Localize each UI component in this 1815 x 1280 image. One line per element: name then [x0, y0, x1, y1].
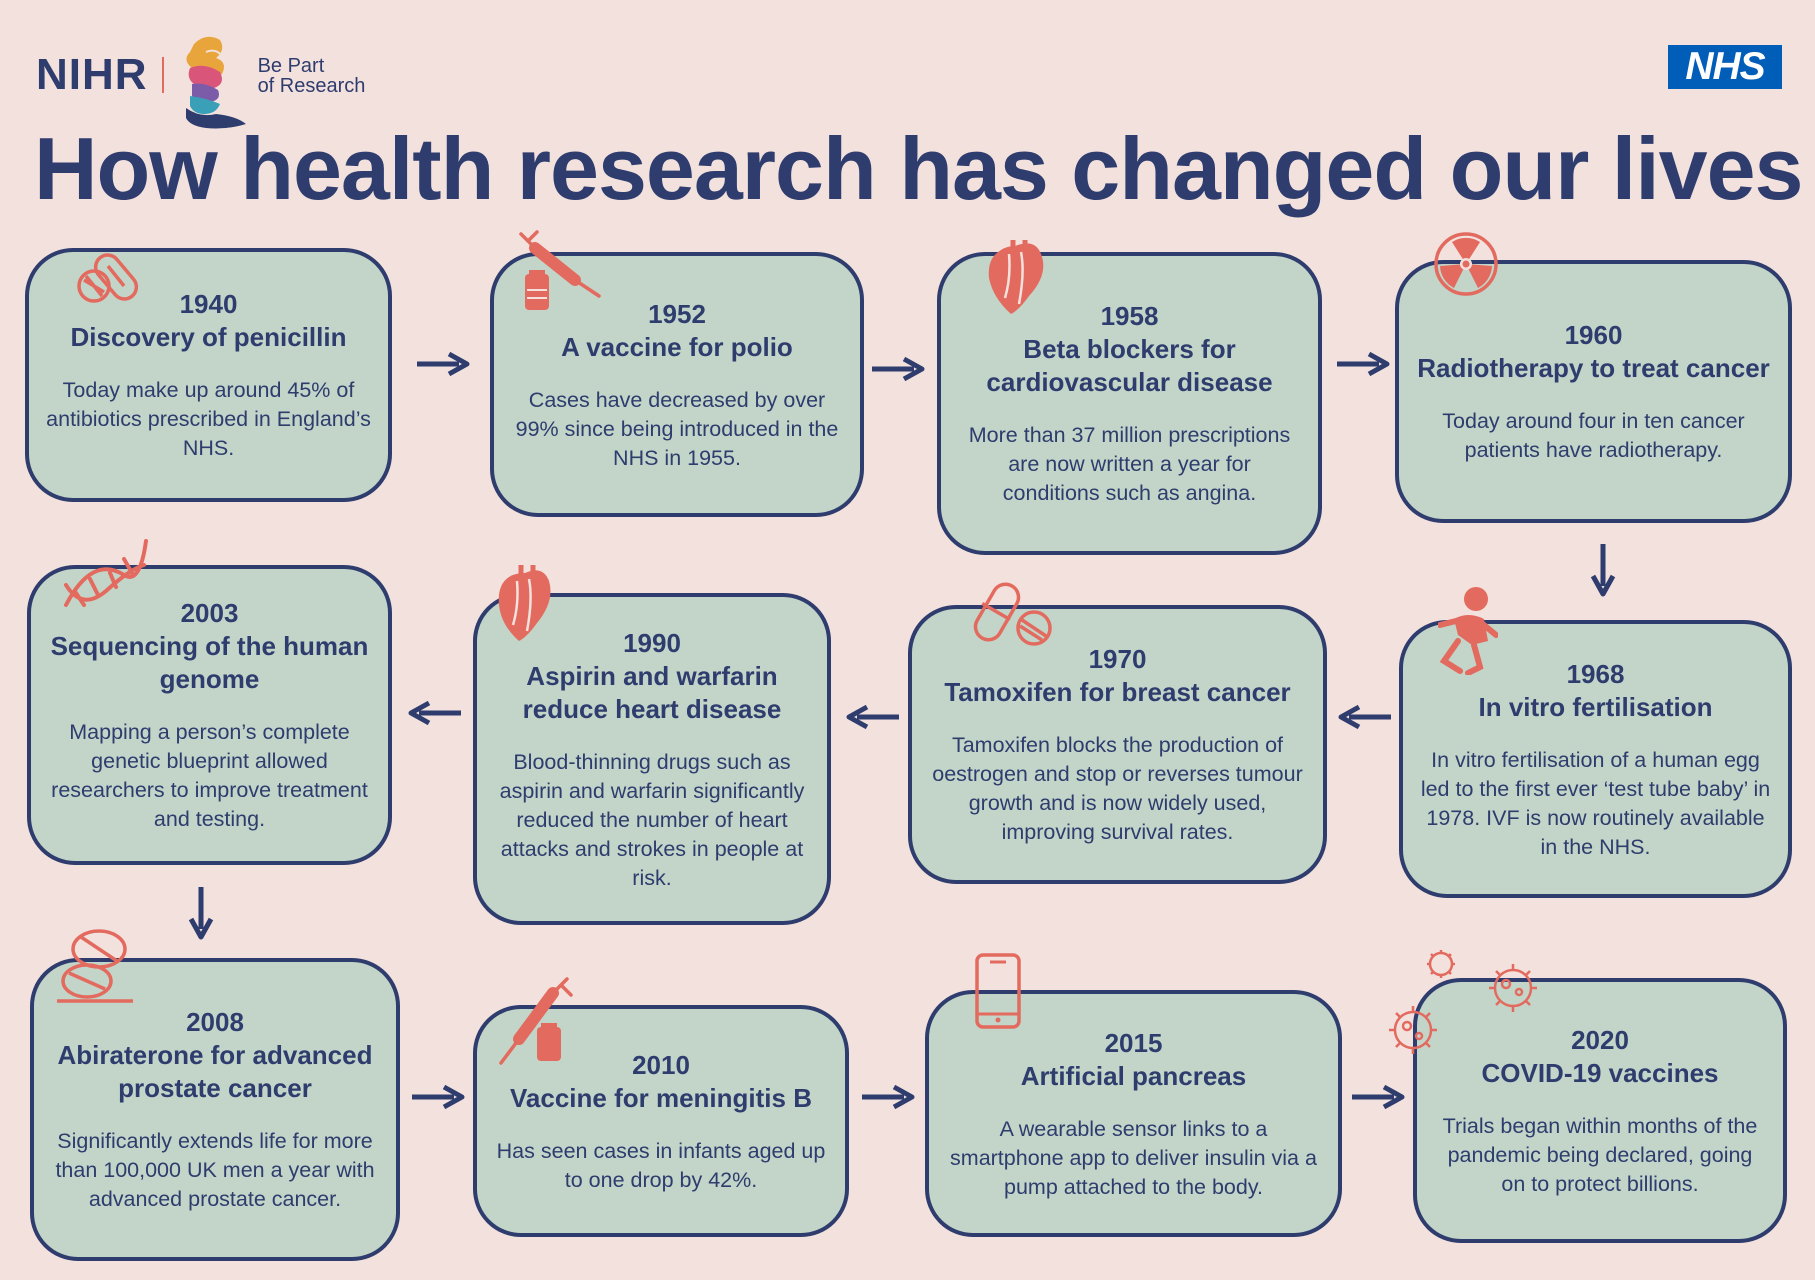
card-body: Trials began within months of the pandem… — [1442, 1113, 1758, 1196]
arrow-left-icon — [846, 704, 899, 730]
card-year: 1940 — [179, 289, 238, 319]
capsule-icon — [973, 582, 1052, 646]
card-title: Tamoxifen for breast cancer — [944, 677, 1291, 707]
radiation-icon — [1434, 232, 1498, 296]
arrow-right-icon — [417, 351, 470, 377]
card-year: 2003 — [180, 598, 239, 628]
card-title: Beta blockers for cardiovascular disease — [986, 334, 1273, 397]
card-year: 1970 — [1088, 644, 1147, 674]
milestone-card-2008: 2008 Abiraterone for advanced prostate c… — [30, 958, 400, 1261]
card-body: Mapping a person’s complete genetic blue… — [51, 720, 368, 831]
arrow-down-icon — [1590, 544, 1616, 597]
card-year: 2020 — [1571, 1024, 1629, 1055]
card-body: In vitro fertilisation of a human egg le… — [1420, 747, 1771, 859]
milestone-card-2003: 2003 Sequencing of the human genome Mapp… — [27, 565, 392, 865]
card-title: Discovery of penicillin — [70, 322, 347, 352]
milestone-card-1960: 1960 Radiotherapy to treat cancer Today … — [1395, 260, 1792, 523]
card-title: In vitro fertilisation — [1478, 691, 1713, 722]
card-year: 2008 — [186, 1007, 244, 1037]
dna-icon — [64, 539, 148, 607]
card-body: Today make up around 45% of antibiotics … — [46, 378, 371, 460]
card-body: Today around four in ten cancer patients… — [1442, 409, 1745, 462]
arrow-down-icon — [188, 887, 214, 940]
milestone-card-1968: 1968 In vitro fertilisation In vitro fer… — [1399, 620, 1792, 898]
card-body: Significantly extends life for more than… — [55, 1129, 375, 1211]
card-title: Artificial pancreas — [1020, 1060, 1247, 1091]
nihr-brand: NIHR Be Part of Research — [36, 36, 366, 129]
milestone-card-1990: 1990 Aspirin and warfarin reduce heart d… — [473, 593, 831, 925]
virus-icon — [1389, 950, 1537, 1054]
baby-icon — [1438, 587, 1498, 675]
card-title: Sequencing of the human genome — [50, 631, 369, 694]
card-body: Blood-thinning drugs such as aspirin and… — [499, 749, 805, 890]
syringe-vial-icon — [519, 230, 601, 310]
card-title: COVID-19 vaccines — [1481, 1057, 1719, 1088]
arrow-left-icon — [408, 700, 461, 726]
nihr-wordmark: NIHR — [36, 50, 148, 99]
card-body: Cases have decreased by over 99% since b… — [515, 387, 839, 470]
milestone-card-2015: 2015 Artificial pancreas A wearable sens… — [925, 990, 1342, 1237]
smartphone-icon — [975, 953, 1021, 1029]
milestone-card-2020: 2020 COVID-19 vaccines Trials began with… — [1413, 978, 1787, 1243]
arrow-left-icon — [1338, 704, 1391, 730]
card-body: Has seen cases in infants aged up to one… — [496, 1138, 826, 1192]
card-body: More than 37 million prescriptions are n… — [968, 423, 1291, 505]
card-year: 1960 — [1564, 320, 1623, 350]
card-body: A wearable sensor links to a smartphone … — [950, 1116, 1317, 1199]
nihr-divider — [161, 57, 164, 93]
heart-icon — [988, 240, 1044, 314]
milestone-card-1940: 1940 Discovery of penicillin Today make … — [25, 248, 392, 502]
arrow-right-icon — [1337, 351, 1390, 377]
card-body: Tamoxifen blocks the production of oestr… — [932, 733, 1303, 844]
card-year: 1990 — [623, 627, 681, 658]
card-title: Radiotherapy to treat cancer — [1417, 353, 1770, 383]
page-title: How health research has changed our live… — [34, 119, 1803, 218]
syringe-vial-icon — [499, 977, 573, 1065]
arrow-right-icon — [412, 1084, 465, 1110]
be-part-of-research-logo — [185, 36, 246, 129]
tagline-line-1: Be Part — [257, 55, 325, 77]
nihr-tagline: Be Part of Research — [258, 56, 366, 96]
card-title: A vaccine for polio — [561, 331, 793, 362]
card-year: 1952 — [648, 298, 706, 329]
card-title: Aspirin and warfarin reduce heart diseas… — [522, 660, 782, 724]
arrow-right-icon — [862, 1084, 915, 1110]
milestone-card-2010: 2010 Vaccine for meningitis B Has seen c… — [473, 1005, 849, 1237]
milestone-card-1952: 1952 A vaccine for polio Cases have decr… — [490, 252, 864, 517]
card-year: 1958 — [1100, 301, 1159, 331]
heart-icon — [498, 565, 551, 641]
arrow-right-icon — [872, 356, 925, 382]
arrow-right-icon — [1352, 1084, 1405, 1110]
card-year: 2010 — [632, 1049, 690, 1080]
nhs-logo: NHS — [1668, 45, 1782, 89]
milestone-card-1970: 1970 Tamoxifen for breast cancer Tamoxif… — [908, 605, 1327, 884]
card-title: Abiraterone for advanced prostate cancer — [57, 1040, 373, 1103]
card-title: Vaccine for meningitis B — [510, 1082, 812, 1113]
pills-icon — [77, 253, 139, 303]
card-year: 1968 — [1566, 658, 1625, 689]
tablets-icon — [57, 929, 133, 1003]
card-year: 2015 — [1104, 1027, 1163, 1058]
tagline-line-2: of Research — [257, 75, 366, 97]
